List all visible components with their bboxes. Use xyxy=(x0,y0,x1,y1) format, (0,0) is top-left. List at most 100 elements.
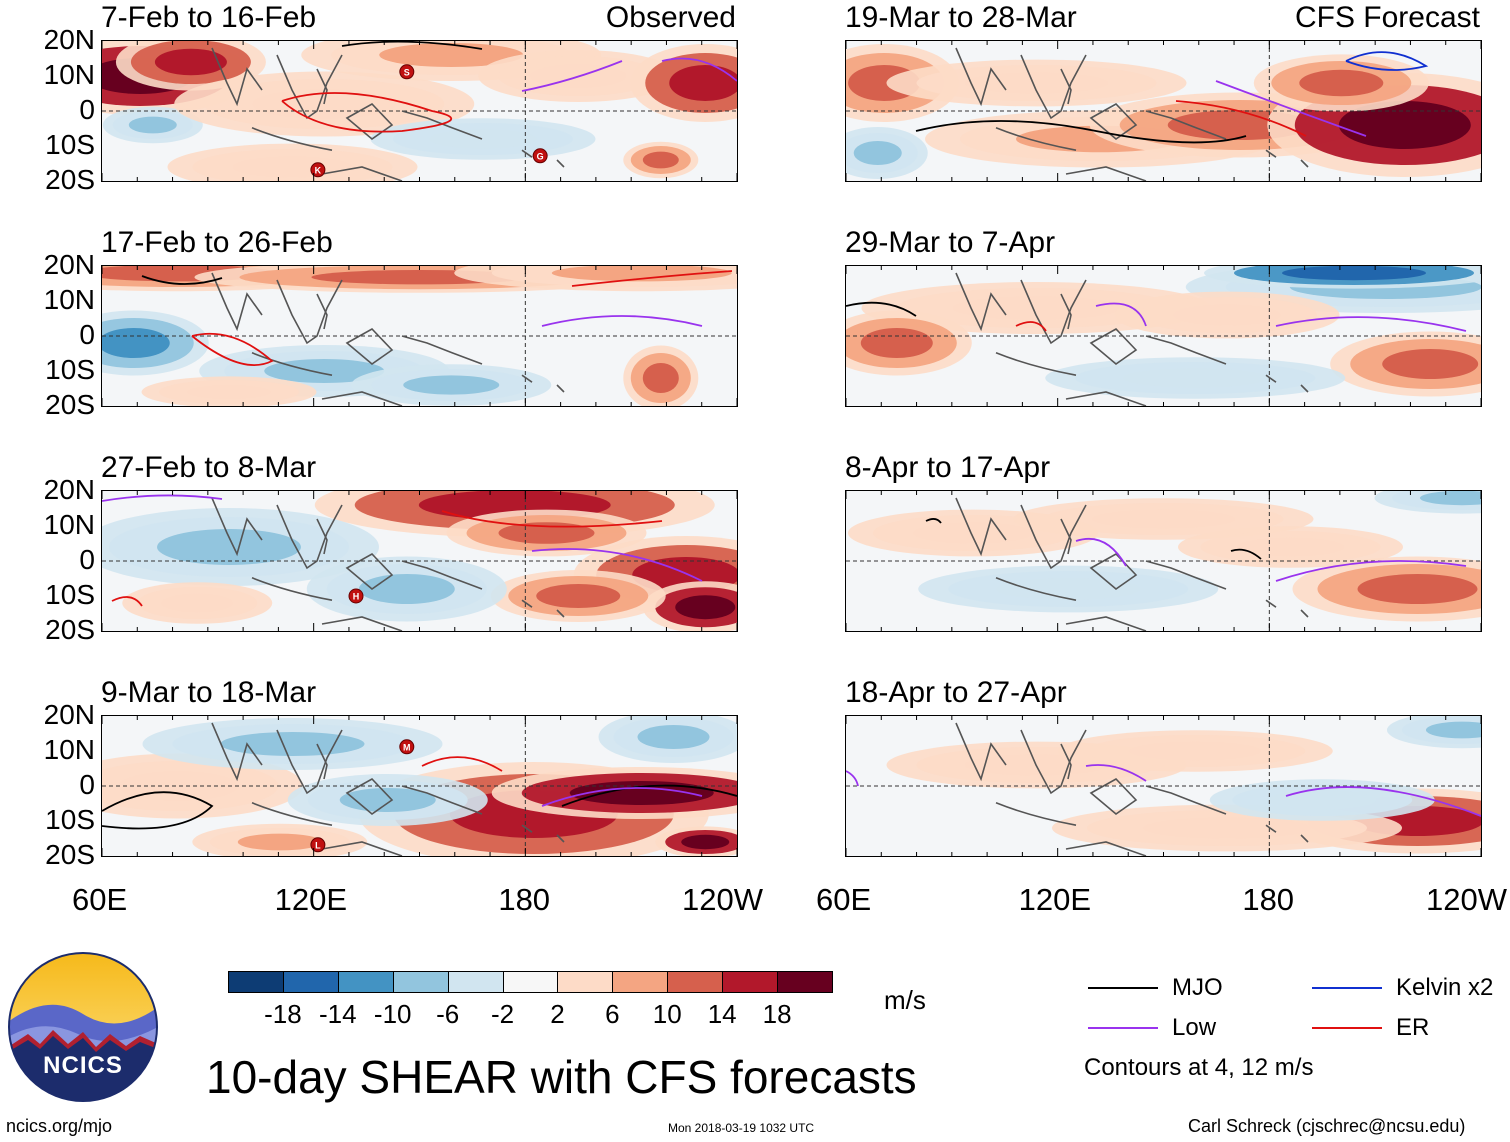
lat-tick-label: 10S xyxy=(45,804,95,835)
shear-blob-core xyxy=(1268,790,1377,810)
contour-line xyxy=(102,791,214,830)
shear-blob-core xyxy=(681,834,730,850)
units-label: m/s xyxy=(884,985,926,1015)
map-canvas xyxy=(846,716,1481,856)
shear-blob-core xyxy=(187,384,271,400)
colorbar-swatch xyxy=(502,971,559,993)
map-canvas xyxy=(846,491,1481,631)
lat-tick-label: 0 xyxy=(79,544,95,575)
shear-map xyxy=(845,265,1482,407)
anomaly-contours xyxy=(925,518,1467,582)
contour-line xyxy=(1285,786,1481,817)
colorbar-label: -2 xyxy=(490,999,515,1029)
storm-marker: S xyxy=(399,64,415,80)
shear-blob-core xyxy=(964,72,1109,94)
shear-blob-core xyxy=(403,375,500,395)
coastlines xyxy=(955,272,1309,406)
map-canvas xyxy=(846,41,1481,181)
colorbar-label: 18 xyxy=(762,999,792,1029)
shear-blob-core xyxy=(536,584,621,608)
lon-ticks xyxy=(846,491,1481,631)
lat-tick-label: 0 xyxy=(79,769,95,800)
storm-marker: M xyxy=(399,739,415,755)
lat-tick-label: 20N xyxy=(43,249,95,280)
lon-tick-label: 120E xyxy=(1018,882,1092,917)
colorbar-swatch xyxy=(557,971,614,993)
lon-tick-label: 180 xyxy=(498,882,551,917)
contour-line xyxy=(915,120,1247,144)
lat-tick-label: 20S xyxy=(45,389,95,420)
colorbar-label: 14 xyxy=(707,999,737,1029)
lat-tick-label: 20S xyxy=(45,614,95,645)
lon-tick-label: 60E xyxy=(816,882,872,917)
anomaly-contours xyxy=(102,756,737,830)
shear-blob-core xyxy=(339,788,436,812)
colorbar-label: -14 xyxy=(319,999,357,1029)
contour-line xyxy=(521,60,623,92)
shear-blob-core xyxy=(637,725,710,749)
contour-line xyxy=(1075,537,1127,567)
contour-line xyxy=(541,787,703,807)
legend-line xyxy=(1088,987,1158,989)
colorbar-swatch xyxy=(282,971,339,993)
svg-text:L: L xyxy=(315,840,321,850)
shear-blob-core xyxy=(1425,721,1481,739)
coastlines xyxy=(955,722,1309,856)
shear-blob-core xyxy=(913,522,1033,544)
shear-map xyxy=(845,715,1482,857)
footer-url: ncics.org/mjo xyxy=(6,1116,113,1136)
shear-blob-core xyxy=(498,522,595,544)
anomaly-contours xyxy=(102,494,703,607)
coastlines xyxy=(955,497,1309,631)
svg-text:S: S xyxy=(404,67,410,77)
contour-note: Contours at 4, 12 m/s xyxy=(1084,1054,1314,1081)
contour-line xyxy=(1345,51,1429,71)
colorbar-swatch xyxy=(337,971,394,993)
ncics-logo: NCICS xyxy=(8,952,158,1102)
colorbar-label: 6 xyxy=(605,999,620,1029)
colorbar-swatch xyxy=(447,971,504,993)
shear-blob-core xyxy=(157,529,301,565)
shear-blob-core xyxy=(669,65,737,101)
shear-blob-core xyxy=(642,363,679,393)
colorbar-swatch xyxy=(722,971,779,993)
shear-blob-core xyxy=(853,141,902,165)
contour-line xyxy=(846,301,917,317)
coastlines xyxy=(955,47,1309,181)
colorbar-label: -18 xyxy=(264,999,302,1029)
anomaly-contours xyxy=(915,51,1429,144)
shear-map xyxy=(845,490,1482,632)
contour-line xyxy=(281,92,453,133)
lat-tick-label: 20N xyxy=(43,24,95,55)
svg-text:K: K xyxy=(315,165,322,175)
shear-blob-core xyxy=(1129,741,1262,761)
contour-line xyxy=(1015,321,1047,332)
colorbar-label: -10 xyxy=(373,999,412,1029)
lon-tick-label: 120W xyxy=(682,882,763,917)
contour-line xyxy=(1175,100,1307,137)
shear-blob-core xyxy=(1382,349,1479,379)
lon-ticks xyxy=(846,266,1481,406)
legend-line xyxy=(1312,987,1382,989)
lat-tick-label: 10N xyxy=(43,59,95,90)
shear-blob-core xyxy=(154,48,227,76)
lon-ticks xyxy=(846,41,1481,181)
panel-title: 27-Feb to 8-Mar xyxy=(101,451,317,484)
legend-label: ER xyxy=(1396,1014,1430,1041)
shear-blob-core xyxy=(1282,266,1426,281)
colorbar-label: 10 xyxy=(652,999,682,1029)
contour-line xyxy=(421,756,503,772)
legend-line xyxy=(1312,1027,1382,1029)
contour-line xyxy=(341,41,483,50)
shear-blob-core xyxy=(860,328,933,358)
colorbar-swatch xyxy=(228,971,284,993)
shear-blob-core xyxy=(264,359,385,383)
shear-map xyxy=(101,265,738,407)
contour-line xyxy=(925,518,942,524)
shear-blob-core xyxy=(429,129,537,149)
contour-line xyxy=(141,275,223,285)
colorbar-label: -6 xyxy=(436,999,460,1029)
legend-label: Kelvin x2 xyxy=(1396,974,1494,1001)
map-canvas xyxy=(102,266,737,406)
lat-tick-label: 0 xyxy=(79,319,95,350)
